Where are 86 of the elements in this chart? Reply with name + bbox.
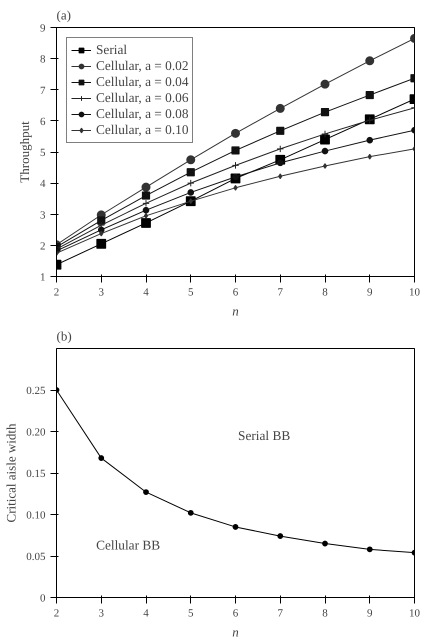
point bbox=[142, 206, 150, 214]
x-tick-label: 6 bbox=[232, 286, 239, 298]
point bbox=[97, 216, 106, 225]
y-tick-label: 4 bbox=[40, 178, 46, 190]
y-tick-label: 6 bbox=[40, 116, 46, 128]
legend-label: Cellular, a = 0.04 bbox=[96, 74, 188, 90]
x-tick-label: 3 bbox=[98, 608, 104, 620]
legend-label: Cellular, a = 0.06 bbox=[96, 90, 188, 106]
y-tick-label: 0.20 bbox=[26, 426, 46, 438]
point bbox=[366, 90, 374, 100]
annotation: Cellular BB bbox=[96, 538, 160, 553]
x-tick-label: 5 bbox=[188, 286, 194, 298]
chart-title: (b) bbox=[56, 328, 72, 344]
x-tick-label: 7 bbox=[278, 608, 284, 620]
y-tick-label: 7 bbox=[40, 84, 46, 97]
y-tick-label: 9 bbox=[40, 22, 46, 34]
legend-label: Cellular, a = 0.02 bbox=[96, 58, 188, 74]
point bbox=[231, 146, 240, 155]
x-tick-label: 6 bbox=[232, 608, 239, 620]
point bbox=[142, 191, 150, 200]
point bbox=[186, 168, 195, 176]
point bbox=[142, 182, 150, 192]
point bbox=[141, 218, 151, 228]
point bbox=[232, 162, 240, 170]
y-tick-label: 0.15 bbox=[26, 468, 46, 480]
x-tick-label: 9 bbox=[367, 286, 373, 298]
y-axis-title: Critical aisle width bbox=[3, 423, 18, 522]
x-tick-label: 5 bbox=[188, 608, 194, 620]
y-tick-label: 0.25 bbox=[26, 385, 46, 397]
y-tick-label: 5 bbox=[40, 147, 46, 159]
point bbox=[276, 104, 285, 113]
x-axis-title: n bbox=[232, 304, 239, 318]
point bbox=[276, 160, 284, 166]
x-tick-label: 2 bbox=[54, 608, 60, 620]
x-tick-label: 10 bbox=[409, 608, 420, 620]
x-tick-label: 2 bbox=[54, 286, 60, 298]
x-tick-label: 4 bbox=[143, 608, 150, 620]
point bbox=[320, 134, 330, 144]
point bbox=[232, 174, 239, 180]
point bbox=[322, 540, 328, 546]
y-tick-label: 8 bbox=[40, 54, 46, 66]
point bbox=[143, 489, 149, 495]
chart-title: (a) bbox=[56, 8, 71, 22]
x-tick-label: 9 bbox=[367, 608, 373, 620]
point bbox=[186, 155, 196, 164]
point bbox=[187, 179, 194, 187]
point bbox=[233, 184, 238, 191]
y-tick-label: 0.10 bbox=[26, 510, 46, 522]
legend-label: Cellular, a = 0.08 bbox=[96, 106, 188, 122]
x-axis-title: n bbox=[232, 624, 239, 640]
point bbox=[99, 230, 104, 236]
point bbox=[277, 533, 284, 539]
y-axis-title: Throughput bbox=[17, 120, 32, 183]
y-tick-label: 1 bbox=[40, 272, 46, 284]
x-tick-label: 7 bbox=[278, 286, 284, 298]
annotation: Serial BB bbox=[238, 428, 290, 444]
point bbox=[232, 524, 238, 530]
legend-label: Cellular, a = 0.10 bbox=[96, 122, 188, 138]
point bbox=[322, 148, 328, 154]
point bbox=[144, 212, 148, 219]
point bbox=[320, 108, 330, 116]
point bbox=[321, 130, 329, 138]
point bbox=[366, 546, 373, 552]
x-tick-label: 8 bbox=[322, 608, 328, 620]
point bbox=[187, 189, 194, 196]
point bbox=[142, 200, 150, 208]
point bbox=[366, 116, 374, 124]
y-tick-label: 3 bbox=[40, 209, 46, 222]
point bbox=[365, 56, 374, 66]
point bbox=[98, 455, 104, 461]
x-tick-label: 8 bbox=[322, 286, 328, 298]
point bbox=[366, 136, 374, 144]
point bbox=[276, 145, 284, 153]
point bbox=[231, 128, 240, 138]
point bbox=[96, 238, 106, 249]
x-tick-label: 3 bbox=[98, 286, 104, 298]
legend-label: Serial bbox=[96, 42, 128, 58]
y-tick-label: 0.05 bbox=[26, 551, 46, 563]
point bbox=[276, 126, 284, 135]
y-tick-label: 2 bbox=[40, 240, 46, 252]
x-tick-label: 4 bbox=[143, 286, 150, 298]
x-tick-label: 10 bbox=[409, 286, 420, 298]
point bbox=[188, 510, 194, 516]
point bbox=[320, 80, 330, 89]
y-tick-label: 0 bbox=[40, 592, 46, 604]
point bbox=[322, 163, 328, 169]
